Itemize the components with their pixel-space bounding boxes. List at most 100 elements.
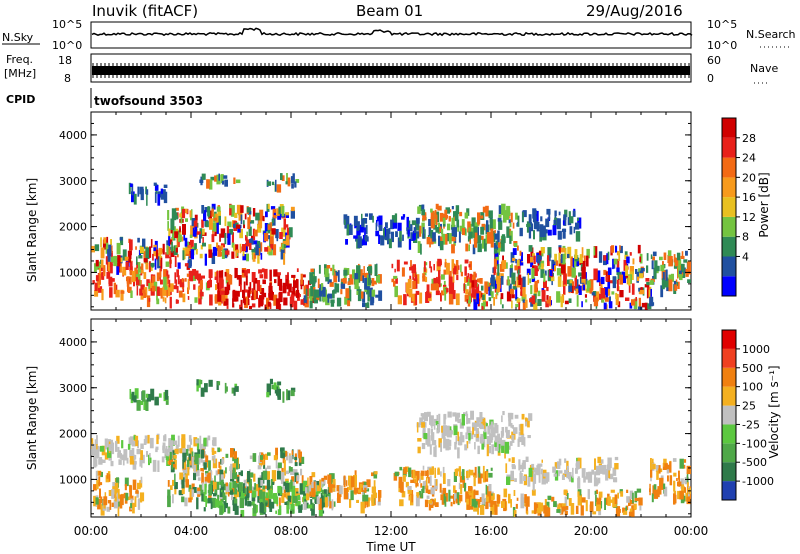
velocity-data-cell xyxy=(430,432,435,441)
power-data-cell xyxy=(270,206,276,210)
power-data-cell xyxy=(359,224,364,233)
velocity-data-cell xyxy=(558,503,563,508)
power-data-cell xyxy=(120,237,122,245)
velocity-data-cell xyxy=(490,500,493,507)
power-data-cell xyxy=(469,286,471,297)
velocity-data-cell xyxy=(432,499,435,506)
power-data-cell xyxy=(360,291,364,299)
velocity-data-cell xyxy=(677,490,681,500)
velocity-data-cell xyxy=(686,482,689,490)
power-data-cell xyxy=(558,245,562,249)
power-data-cell xyxy=(578,285,582,295)
velocity-data-cell xyxy=(501,415,503,423)
power-data-cell xyxy=(635,269,638,274)
velocity-data-cell xyxy=(501,439,506,451)
power-data-cell xyxy=(647,286,652,298)
velocity-data-cell xyxy=(124,484,127,491)
velocity-data-cell xyxy=(193,465,196,474)
power-data-cell xyxy=(136,256,138,265)
velocity-data-cell xyxy=(239,498,244,509)
velocity-data-cell xyxy=(193,437,198,447)
power-data-cell xyxy=(422,276,426,282)
velocity-data-cell xyxy=(420,472,424,480)
velocity-data-cell xyxy=(587,471,593,483)
velocity-data-cell xyxy=(150,388,155,401)
power-data-cell xyxy=(406,282,410,294)
velocity-data-cell xyxy=(532,478,535,491)
power-data-cell xyxy=(474,232,478,243)
power-data-cell xyxy=(497,242,501,248)
power-data-cell xyxy=(187,287,189,294)
velocity-data-cell xyxy=(286,490,290,500)
power-data-cell xyxy=(464,295,469,302)
power-data-cell xyxy=(490,228,494,239)
date-title: 29/Aug/2016 xyxy=(586,2,683,20)
velocity-data-cell xyxy=(568,498,572,506)
power-data-cell xyxy=(468,244,470,252)
velocity-data-cell xyxy=(205,495,207,507)
velocity-data-cell xyxy=(676,478,678,481)
velocity-data-cell xyxy=(196,379,199,386)
power-data-cell xyxy=(462,228,465,236)
power-data-cell xyxy=(655,265,660,272)
power-data-cell xyxy=(252,252,256,262)
power-data-cell xyxy=(496,281,501,293)
power-data-cell xyxy=(668,256,673,267)
power-data-cell xyxy=(159,276,161,280)
power-data-cell xyxy=(455,260,459,271)
power-data-cell xyxy=(216,222,219,234)
power-data-cell xyxy=(399,230,402,242)
power-data-cell xyxy=(603,269,607,276)
velocity-data-cell xyxy=(421,443,426,450)
velocity-data-cell xyxy=(192,487,197,493)
power-data-cell xyxy=(519,250,522,256)
power-data-cell xyxy=(249,238,253,243)
velocity-data-cell xyxy=(287,495,292,503)
velocity-data-cell xyxy=(678,475,680,487)
power-data-cell xyxy=(567,253,570,258)
power-data-cell xyxy=(217,214,221,225)
velocity-colorbar-tick-label: -25 xyxy=(742,418,760,431)
velocity-data-cell xyxy=(475,427,479,434)
power-data-cell xyxy=(248,240,252,250)
velocity-data-cell xyxy=(234,458,239,470)
power-data-cell xyxy=(481,285,484,291)
power-data-cell xyxy=(413,270,416,278)
velocity-data-cell xyxy=(98,471,102,476)
velocity-data-cell xyxy=(115,491,117,502)
power-colorbar-tick-label: 4 xyxy=(742,250,749,263)
velocity-data-cell xyxy=(287,390,291,401)
power-data-cell xyxy=(555,260,559,266)
velocity-data-cell xyxy=(458,482,461,490)
velocity-data-cell xyxy=(330,473,335,484)
power-data-cell xyxy=(500,240,505,252)
power-data-cell xyxy=(558,252,561,264)
power-data-cell xyxy=(273,212,276,217)
velocity-data-cell xyxy=(434,502,439,507)
power-data-cell xyxy=(156,286,160,296)
power-data-cell xyxy=(455,211,459,222)
power-data-cell xyxy=(275,229,279,239)
power-data-cell xyxy=(646,282,650,286)
power-data-cell xyxy=(528,245,533,252)
power-data-cell xyxy=(460,264,462,273)
power-data-cell xyxy=(410,260,412,268)
velocity-data-cell xyxy=(204,476,209,482)
power-data-cell xyxy=(100,259,104,268)
power-data-cell xyxy=(139,288,143,296)
power-data-cell xyxy=(163,191,168,204)
power-data-cell xyxy=(609,280,613,284)
velocity-data-cell xyxy=(186,444,191,451)
velocity-data-cell xyxy=(182,469,188,474)
power-data-cell xyxy=(629,252,632,256)
power-data-cell xyxy=(576,261,580,267)
velocity-data-cell xyxy=(416,422,419,433)
power-data-cell xyxy=(387,238,391,245)
velocity-data-cell xyxy=(110,439,113,447)
velocity-data-cell xyxy=(522,460,526,470)
power-data-cell xyxy=(329,281,334,287)
velocity-colorbar-swatch xyxy=(722,481,736,500)
power-data-cell xyxy=(233,223,236,228)
power-data-cell xyxy=(145,262,149,270)
power-data-cell xyxy=(660,264,665,272)
